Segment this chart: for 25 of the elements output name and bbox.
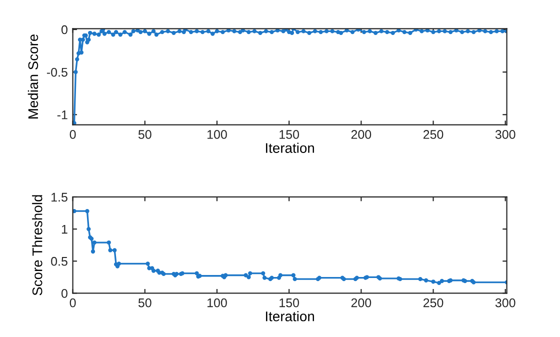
x-tick-label: 250 — [423, 130, 444, 139]
y-tick-label: 1 — [62, 224, 68, 234]
x-tick-label: 200 — [351, 130, 372, 139]
x-tick-label: 100 — [208, 298, 227, 308]
x-tick-label: 150 — [280, 130, 300, 139]
x-tick-label: 100 — [208, 130, 227, 139]
y-tick-label: 1.5 — [52, 192, 68, 202]
x-tick-label: 0 — [70, 130, 76, 139]
x-tick-label: 150 — [280, 298, 300, 308]
x-tick-label: 300 — [495, 298, 516, 308]
x-tick-label: 0 — [70, 298, 76, 308]
y-tick-label: -0.5 — [46, 68, 68, 77]
y-axis-title: Score Threshold — [32, 195, 42, 296]
x-tick-label: 50 — [138, 130, 152, 139]
x-axis-title: Iteration — [266, 142, 314, 153]
y-tick-label: 0 — [61, 25, 68, 34]
x-tick-label: 250 — [423, 298, 444, 308]
y-tick-label: 0.5 — [51, 256, 68, 266]
y-tick-label: 0 — [61, 288, 68, 298]
y-axis-title: Median Score — [28, 34, 38, 118]
x-tick-label: 50 — [138, 298, 152, 308]
x-tick-label: 200 — [351, 298, 372, 308]
x-tick-label: 300 — [495, 130, 516, 139]
x-axis-title: Iteration — [266, 311, 314, 322]
y-tick-label: -1 — [57, 110, 68, 120]
